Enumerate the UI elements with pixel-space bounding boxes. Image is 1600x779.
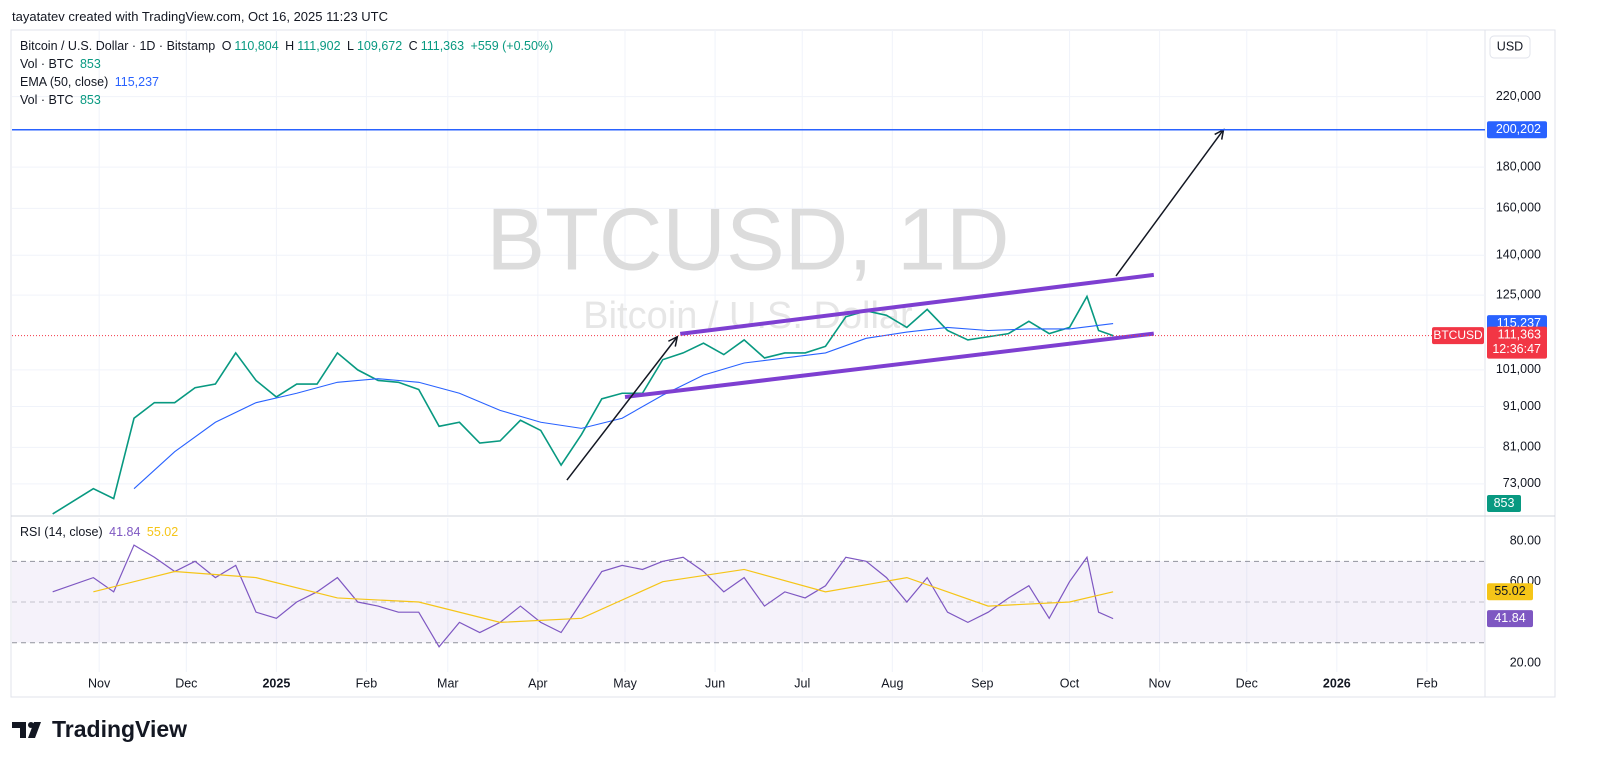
price-tag-label: 200,202 bbox=[1496, 122, 1541, 136]
x-tick-label: Dec bbox=[1236, 676, 1258, 690]
arrow-head bbox=[668, 335, 679, 347]
logo: TradingView bbox=[12, 716, 187, 743]
legend-rsi: RSI (14, close) 41.84 55.02 bbox=[20, 525, 181, 539]
y-tick-label: 160,000 bbox=[1496, 201, 1541, 215]
rsi-tick-label: 80.00 bbox=[1510, 533, 1541, 547]
price-tag bbox=[1487, 326, 1547, 359]
x-tick-label: Apr bbox=[528, 676, 547, 690]
x-tick-label: Nov bbox=[88, 676, 111, 690]
price-tag bbox=[1487, 121, 1547, 139]
x-tick-label: Sep bbox=[971, 676, 993, 690]
y-tick-label: 73,000 bbox=[1503, 476, 1541, 490]
y-tick-label: 220,000 bbox=[1496, 89, 1541, 103]
y-tick-label: 81,000 bbox=[1503, 440, 1541, 454]
x-tick-label: 2025 bbox=[262, 676, 290, 690]
series-line bbox=[133, 323, 1114, 490]
y-tick-label: 91,000 bbox=[1503, 399, 1541, 413]
value: 111,902 bbox=[297, 39, 341, 53]
value: 41.84 bbox=[109, 525, 141, 539]
x-tick-label: Jun bbox=[705, 676, 725, 690]
symbol-tag bbox=[1432, 327, 1484, 345]
key: L bbox=[347, 39, 354, 53]
channel-line bbox=[624, 331, 1155, 399]
key: RSI (14, close) bbox=[20, 525, 103, 539]
x-tick-label: Feb bbox=[356, 676, 378, 690]
rsi-tag bbox=[1487, 583, 1533, 601]
arrow bbox=[1115, 129, 1225, 277]
volume-tag-label: 853 bbox=[1494, 496, 1515, 510]
logo-icon bbox=[12, 721, 41, 738]
volume-tag bbox=[1487, 495, 1521, 512]
key: Vol · BTC bbox=[20, 57, 74, 71]
legend-vol: Vol · BTC 853 bbox=[20, 57, 104, 71]
value: 55.02 bbox=[146, 525, 179, 539]
x-tick-label: Nov bbox=[1148, 676, 1171, 690]
key: Vol · BTC bbox=[20, 93, 74, 107]
symbol: Bitcoin / U.S. Dollar · 1D · Bitstamp bbox=[20, 39, 216, 53]
rsi-tick-label: 20.00 bbox=[1510, 655, 1541, 669]
y-tick-label: 140,000 bbox=[1496, 248, 1541, 262]
value: 853 bbox=[79, 57, 101, 71]
arrow bbox=[566, 336, 678, 481]
rsi-tag-label: 55.02 bbox=[1494, 584, 1525, 598]
rsi-line bbox=[93, 568, 1114, 623]
x-tick-label: Oct bbox=[1060, 676, 1080, 690]
legend-ema: EMA (50, close) 115,237 bbox=[20, 75, 162, 89]
value: 115,237 bbox=[114, 75, 159, 89]
x-tick-label: Mar bbox=[437, 676, 459, 690]
y-tick-label: 101,000 bbox=[1496, 362, 1541, 376]
key: H bbox=[285, 39, 295, 53]
y-tick-label: 180,000 bbox=[1496, 159, 1541, 173]
change: +559 (+0.50%) bbox=[470, 39, 554, 53]
symbol-tag-label: BTCUSD bbox=[1433, 328, 1483, 342]
legend-vol: Vol · BTC 853 bbox=[20, 93, 104, 107]
rsi-tag bbox=[1487, 610, 1533, 628]
key: C bbox=[408, 39, 418, 53]
key: O bbox=[221, 39, 232, 53]
logo-text: TradingView bbox=[52, 716, 188, 742]
rsi-band bbox=[12, 561, 1485, 643]
currency-box bbox=[1489, 35, 1531, 59]
watermark-symbol: BTCUSD, 1D bbox=[486, 189, 1009, 288]
header: tayatatev created with TradingView.com, … bbox=[12, 9, 388, 24]
x-tick-label: 2026 bbox=[1323, 676, 1351, 690]
watermark-name: Bitcoin / U.S. Dollar bbox=[583, 295, 913, 337]
key: EMA (50, close) bbox=[20, 75, 109, 89]
value: 109,672 bbox=[356, 39, 403, 53]
value: 110,804 bbox=[234, 39, 279, 53]
countdown: 12:36:47 bbox=[1492, 342, 1541, 356]
series-line bbox=[52, 294, 1114, 515]
y-tick-label: 125,000 bbox=[1496, 287, 1541, 301]
currency: USD bbox=[1497, 39, 1523, 53]
price-tag-label: 111,363 bbox=[1498, 327, 1541, 341]
rsi-line bbox=[52, 544, 1114, 648]
value: 853 bbox=[79, 93, 101, 107]
x-tick-label: Jul bbox=[794, 676, 810, 690]
x-tick-label: Aug bbox=[881, 676, 903, 690]
rsi-tag-label: 41.84 bbox=[1494, 611, 1525, 625]
x-tick-label: May bbox=[613, 676, 637, 690]
value: 111,363 bbox=[420, 39, 465, 53]
x-tick-label: Feb bbox=[1416, 676, 1438, 690]
channel-line bbox=[679, 272, 1155, 336]
x-tick-label: Dec bbox=[175, 676, 197, 690]
price-tag-label: 115,237 bbox=[1497, 316, 1541, 330]
